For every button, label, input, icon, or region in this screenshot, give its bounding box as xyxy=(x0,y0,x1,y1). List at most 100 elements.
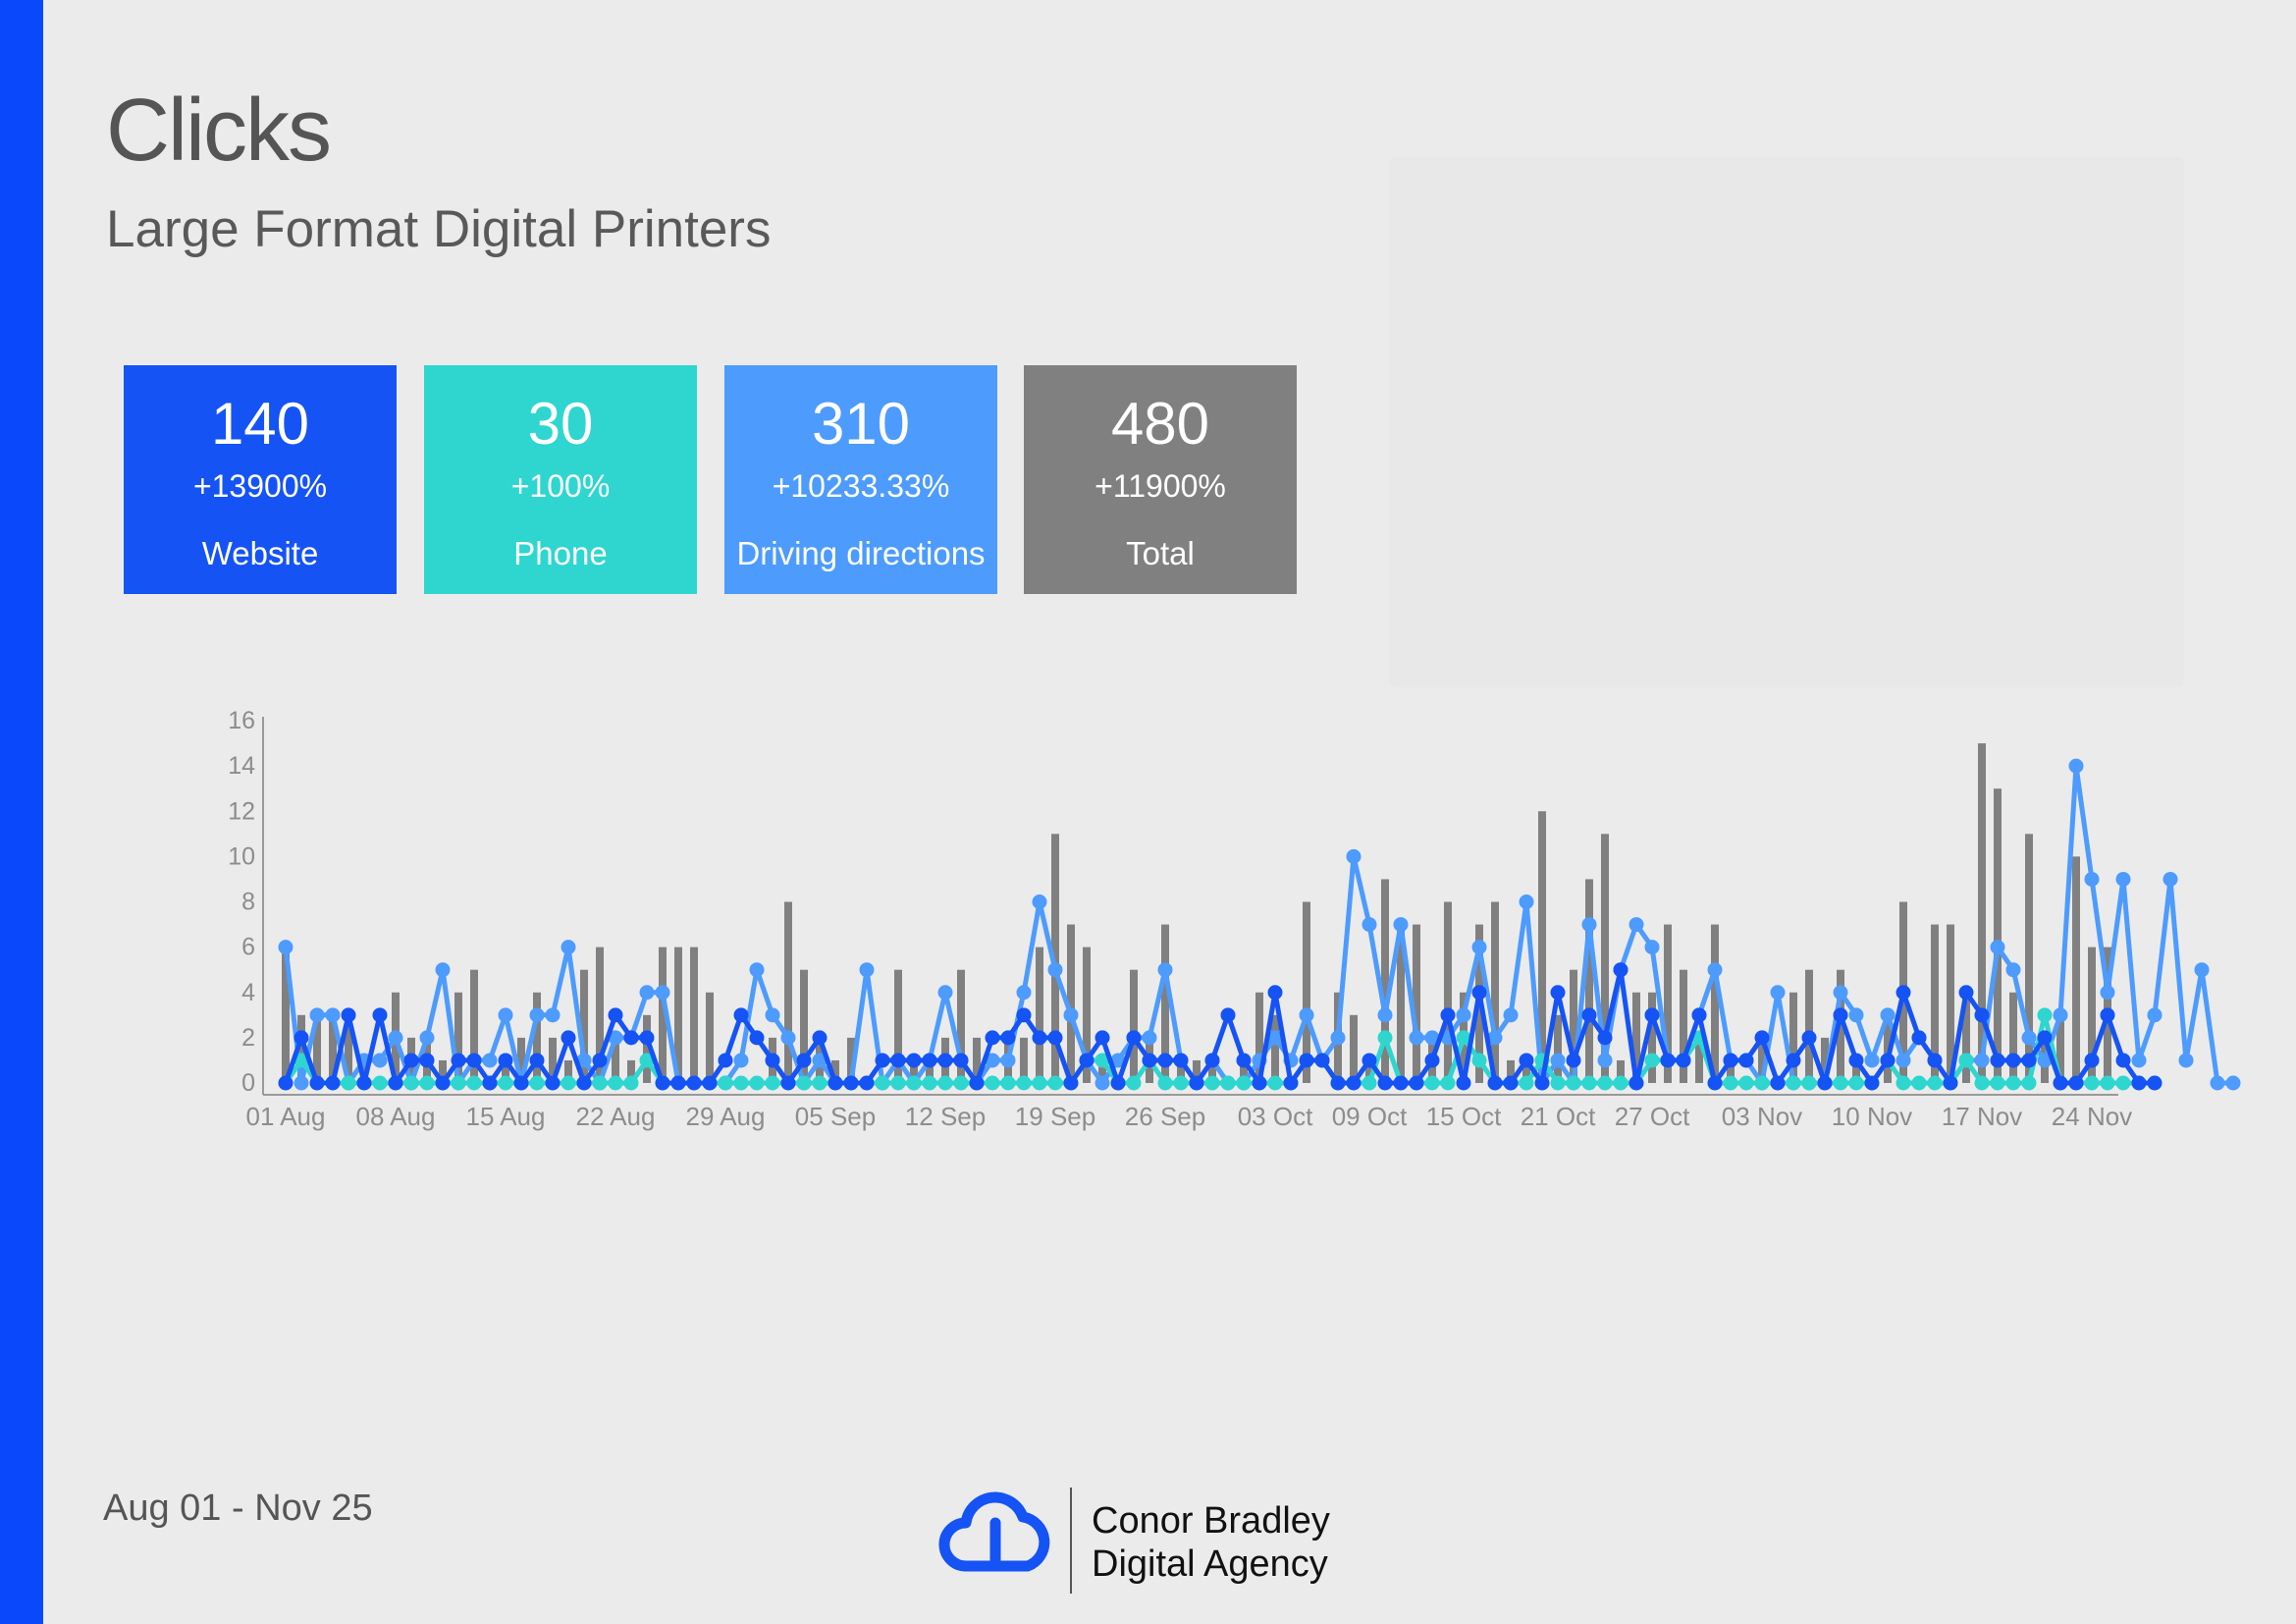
point-website xyxy=(765,1053,780,1068)
bar-total xyxy=(1680,969,1687,1083)
bar-total xyxy=(1994,788,2002,1083)
date-range: Aug 01 - Nov 25 xyxy=(103,1488,373,1529)
point-phone xyxy=(906,1075,922,1091)
point-website xyxy=(1597,1030,1613,1046)
bar-total xyxy=(690,947,698,1083)
point-phone xyxy=(1754,1075,1770,1091)
kpi-label: Total xyxy=(1126,535,1195,571)
bar-total xyxy=(1632,992,1640,1083)
bar-total xyxy=(1051,834,1059,1083)
bar-total xyxy=(831,1059,839,1083)
bar-total xyxy=(1365,1059,1373,1083)
x-tick-label: 12 Sep xyxy=(905,1102,986,1131)
y-tick-label: 16 xyxy=(228,707,255,734)
bar-total xyxy=(1177,1059,1185,1083)
point-phone xyxy=(985,1075,1000,1091)
point-website xyxy=(1299,1053,1314,1068)
point-website xyxy=(466,1053,482,1068)
bar-total xyxy=(1130,969,1138,1083)
point-website xyxy=(451,1053,466,1068)
x-tick-label: 09 Oct xyxy=(1332,1102,1408,1131)
point-driving-directions xyxy=(1597,1053,1613,1068)
x-tick-label: 15 Oct xyxy=(1426,1102,1502,1131)
page-subtitle: Large Format Digital Printers xyxy=(106,200,772,258)
point-website xyxy=(1738,1053,1754,1068)
point-driving-directions xyxy=(1487,1030,1503,1046)
point-driving-directions xyxy=(812,1053,828,1068)
point-website xyxy=(1754,1030,1770,1046)
point-driving-directions xyxy=(2005,962,2021,978)
point-driving-directions xyxy=(655,985,670,1001)
point-website xyxy=(875,1053,890,1068)
bar-total xyxy=(910,1059,918,1083)
y-tick-label: 0 xyxy=(241,1069,255,1097)
point-website xyxy=(828,1075,843,1091)
kpi-card-phone: 30 +100% Phone xyxy=(424,365,697,594)
bar-total xyxy=(282,947,290,1083)
point-phone xyxy=(1377,1030,1393,1046)
point-website xyxy=(1848,1053,1864,1068)
point-website xyxy=(1456,1075,1471,1091)
point-phone xyxy=(1095,1053,1110,1068)
y-tick-label: 12 xyxy=(228,797,255,825)
point-phone xyxy=(2115,1075,2131,1091)
point-driving-directions xyxy=(372,1053,388,1068)
point-website xyxy=(372,1007,388,1023)
point-website xyxy=(1283,1075,1299,1091)
bar-total xyxy=(549,1037,557,1083)
bar-total xyxy=(784,901,792,1083)
point-phone xyxy=(403,1075,419,1091)
bar-total xyxy=(1978,743,1986,1083)
brand-name-line1: Conor Bradley xyxy=(1092,1500,1330,1542)
point-website xyxy=(953,1053,969,1068)
point-phone xyxy=(1220,1075,1236,1091)
point-website xyxy=(1503,1075,1519,1091)
kpi-card-website: 140 +13900% Website xyxy=(124,365,397,594)
point-website xyxy=(812,1030,828,1046)
point-website xyxy=(1079,1053,1095,1068)
point-website xyxy=(1880,1053,1896,1068)
point-driving-directions xyxy=(1974,1053,1990,1068)
bar-total xyxy=(2009,992,2017,1083)
point-phone xyxy=(592,1075,608,1091)
point-phone xyxy=(1157,1075,1173,1091)
point-phone xyxy=(1581,1075,1597,1091)
point-website xyxy=(561,1030,576,1046)
point-website xyxy=(922,1053,937,1068)
y-tick-label: 6 xyxy=(241,934,255,961)
point-website xyxy=(435,1075,451,1091)
bar-total xyxy=(345,1014,352,1083)
point-driving-directions xyxy=(1157,962,1173,978)
point-website xyxy=(2131,1075,2147,1091)
point-website xyxy=(1126,1030,1142,1046)
point-website xyxy=(1943,1075,1958,1091)
point-phone xyxy=(2005,1075,2021,1091)
point-phone xyxy=(2037,1007,2053,1023)
background-panel xyxy=(1389,157,2184,687)
bar-total xyxy=(800,969,808,1083)
point-driving-directions xyxy=(2194,962,2210,978)
bar-total xyxy=(1648,992,1656,1083)
bar-total xyxy=(1240,1059,1248,1083)
point-website xyxy=(1440,1007,1456,1023)
point-phone xyxy=(372,1075,388,1091)
point-website xyxy=(2147,1075,2163,1091)
bar-total xyxy=(1067,924,1075,1083)
y-tick-label: 14 xyxy=(228,752,255,780)
point-phone xyxy=(718,1075,733,1091)
point-driving-directions xyxy=(1456,1007,1471,1023)
cloud-cb-logo-icon xyxy=(938,1491,1050,1572)
bar-total xyxy=(1664,924,1672,1083)
bar-total xyxy=(596,947,604,1083)
point-website xyxy=(1911,1030,1927,1046)
point-phone xyxy=(1440,1075,1456,1091)
bar-total xyxy=(1208,1059,1216,1083)
bar-total xyxy=(1962,992,1970,1083)
page-title: Clicks xyxy=(106,81,332,180)
bar-total xyxy=(973,1037,981,1083)
point-website xyxy=(670,1075,686,1091)
x-tick-label: 27 Oct xyxy=(1615,1102,1690,1131)
point-phone xyxy=(733,1075,749,1091)
point-driving-directions xyxy=(435,962,451,978)
